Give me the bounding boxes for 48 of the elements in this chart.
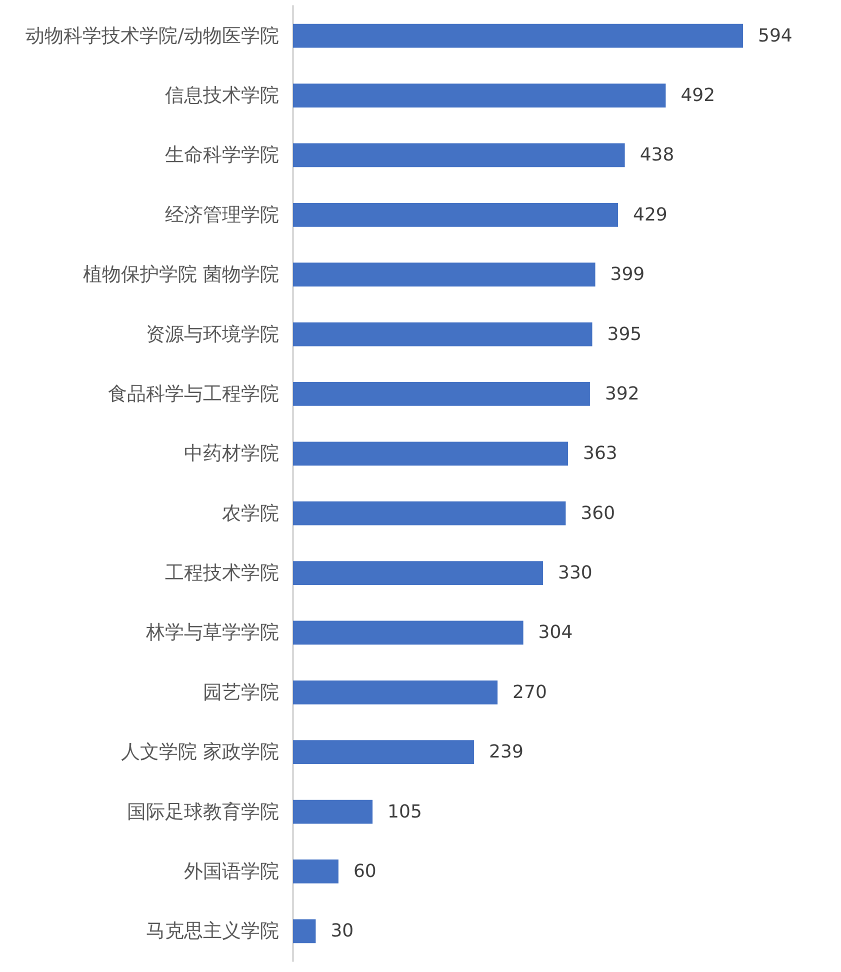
bar [293,740,474,764]
y-tick-label: 食品科学与工程学院 [108,382,279,405]
data-label: 492 [680,85,716,106]
y-tick-label: 园艺学院 [203,681,279,704]
bar [293,620,524,645]
data-label: 60 [353,860,376,882]
y-tick-label: 生命科学学院 [165,144,279,166]
data-label: 395 [607,324,642,345]
data-label: 429 [633,204,668,226]
y-tick-label: 工程技术学院 [165,562,279,584]
bar [293,24,743,48]
data-label: 304 [538,622,573,644]
y-tick-label: 信息技术学院 [165,84,279,107]
data-label: 438 [640,144,674,166]
data-label: 594 [758,25,792,46]
data-label: 270 [512,682,547,703]
bar [293,322,592,346]
y-tick-label: 林学与草学学院 [145,622,279,644]
y-tick-label: 动物科学技术学院/动物医学院 [26,24,279,47]
bar [293,202,618,227]
data-label: 330 [558,562,592,584]
bar [293,919,316,944]
data-label: 105 [388,801,422,822]
y-tick-label: 马克思主义学院 [146,920,279,942]
y-tick-label: 国际足球教育学院 [127,800,279,823]
bar [293,561,543,585]
bar [293,84,666,108]
bar [293,382,590,406]
data-label: 239 [489,742,524,763]
data-label: 399 [610,264,645,286]
data-label: 360 [580,502,616,524]
bar [293,860,338,884]
y-tick-label: 资源与环境学院 [146,323,279,346]
bar [293,143,625,168]
y-tick-label: 人文学院 家政学院 [120,741,279,764]
bar [293,501,566,526]
bar [293,442,568,466]
bar [293,800,373,824]
data-label: 30 [330,920,354,942]
bar [293,262,596,287]
y-tick-label: 经济管理学院 [165,204,279,226]
data-label: 363 [583,443,618,464]
y-tick-label: 农学院 [222,502,279,524]
y-tick-label: 中药材学院 [184,442,279,465]
y-tick-label: 植物保护学院 菌物学院 [82,264,279,286]
bar [293,680,498,704]
data-label: 392 [604,383,640,404]
y-tick-label: 外国语学院 [184,860,279,882]
